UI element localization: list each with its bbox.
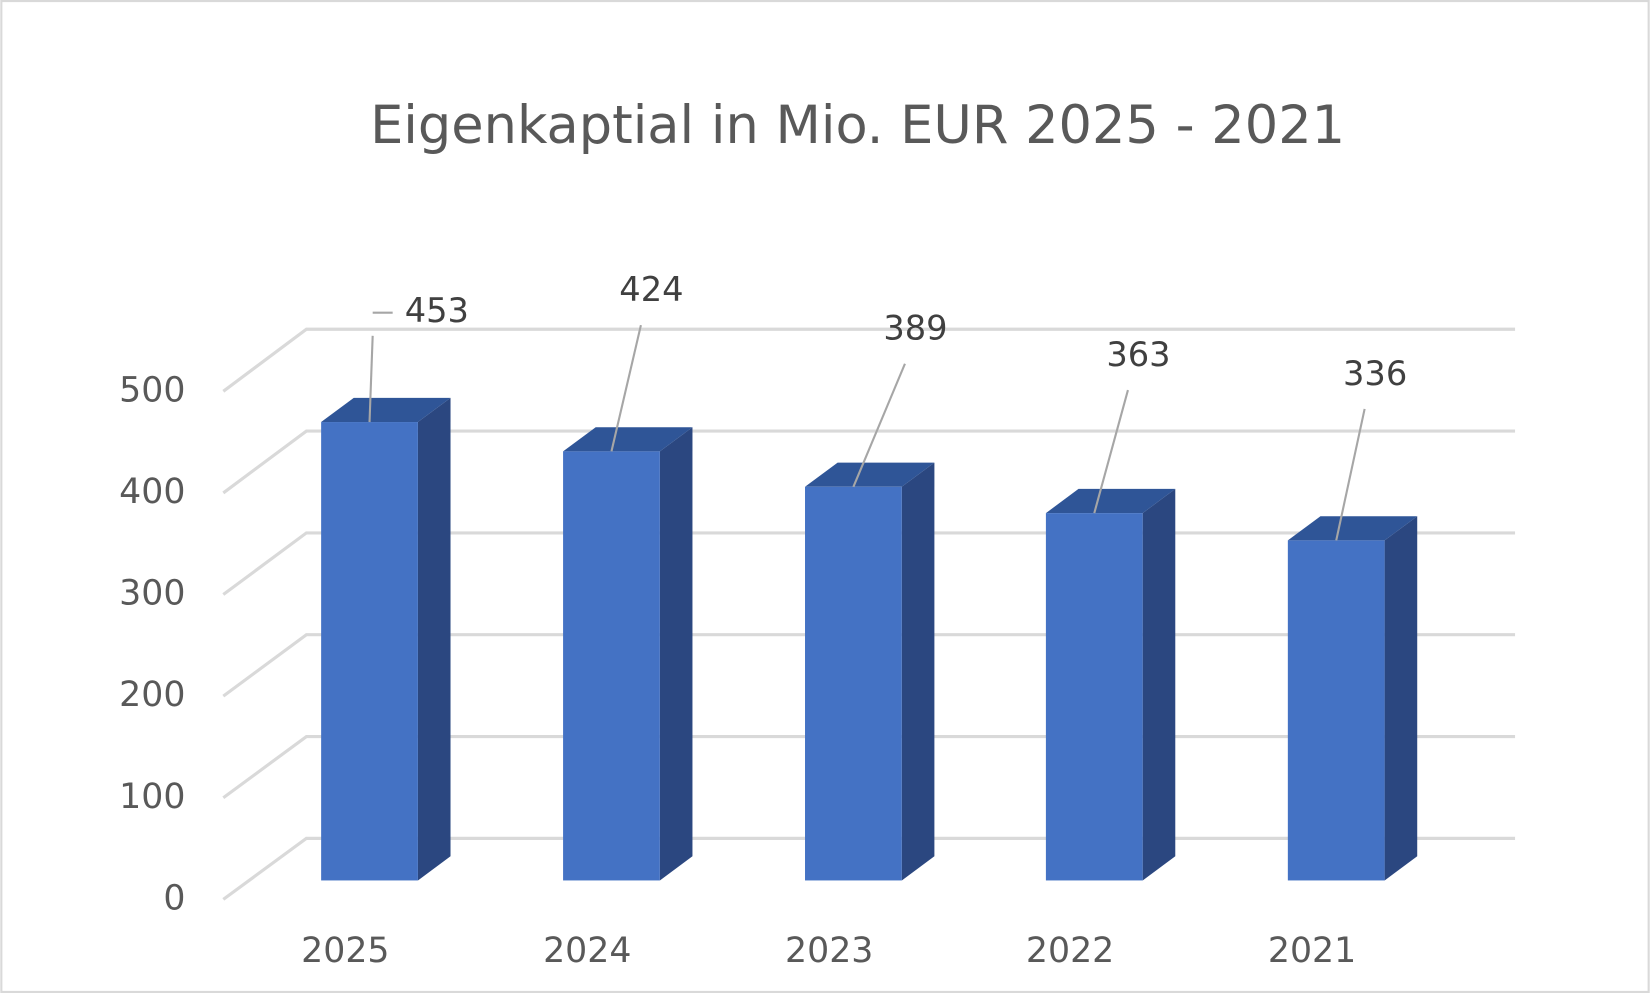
bar-top xyxy=(805,462,935,487)
x-tick-label: 2024 xyxy=(543,931,631,971)
grid-line xyxy=(222,327,1516,393)
bar-top xyxy=(321,397,451,423)
leader-line xyxy=(610,324,642,452)
x-tick-label: 2022 xyxy=(1026,931,1114,971)
bar xyxy=(1045,513,1143,881)
leader-line xyxy=(1093,389,1129,514)
leader-line xyxy=(852,363,906,488)
chart-title: Eigenkaptial in Mio. EUR 2025 - 2021 xyxy=(370,95,1345,156)
bar-side xyxy=(417,397,451,881)
data-label: 453 xyxy=(405,291,469,330)
bar xyxy=(805,486,902,881)
leader-line xyxy=(368,335,374,423)
data-label: 424 xyxy=(619,270,683,309)
leader-line xyxy=(1335,408,1366,541)
x-tick-label: 2021 xyxy=(1268,931,1356,971)
x-tick-label: 2025 xyxy=(301,931,389,971)
bar xyxy=(563,451,660,881)
y-tick-label: 400 xyxy=(119,472,185,512)
bar-top xyxy=(1045,488,1176,514)
data-label: 389 xyxy=(883,309,947,348)
y-tick-label: 100 xyxy=(119,777,185,817)
bar-top xyxy=(1287,516,1418,541)
grid-line xyxy=(222,429,1516,495)
x-tick-label: 2023 xyxy=(785,931,873,971)
y-tick-label: 0 xyxy=(163,878,185,918)
bar-side xyxy=(1384,516,1418,881)
y-tick-label: 500 xyxy=(119,370,185,410)
y-tick-label: 200 xyxy=(119,675,185,715)
bar-side xyxy=(901,462,935,881)
data-label: 363 xyxy=(1106,335,1170,374)
bar-side xyxy=(659,427,693,881)
y-tick-label: 300 xyxy=(119,574,185,614)
bar xyxy=(1287,540,1385,881)
bar xyxy=(321,422,418,881)
bar-top xyxy=(563,427,693,452)
bar-side xyxy=(1142,488,1176,881)
data-label: 336 xyxy=(1343,354,1407,393)
